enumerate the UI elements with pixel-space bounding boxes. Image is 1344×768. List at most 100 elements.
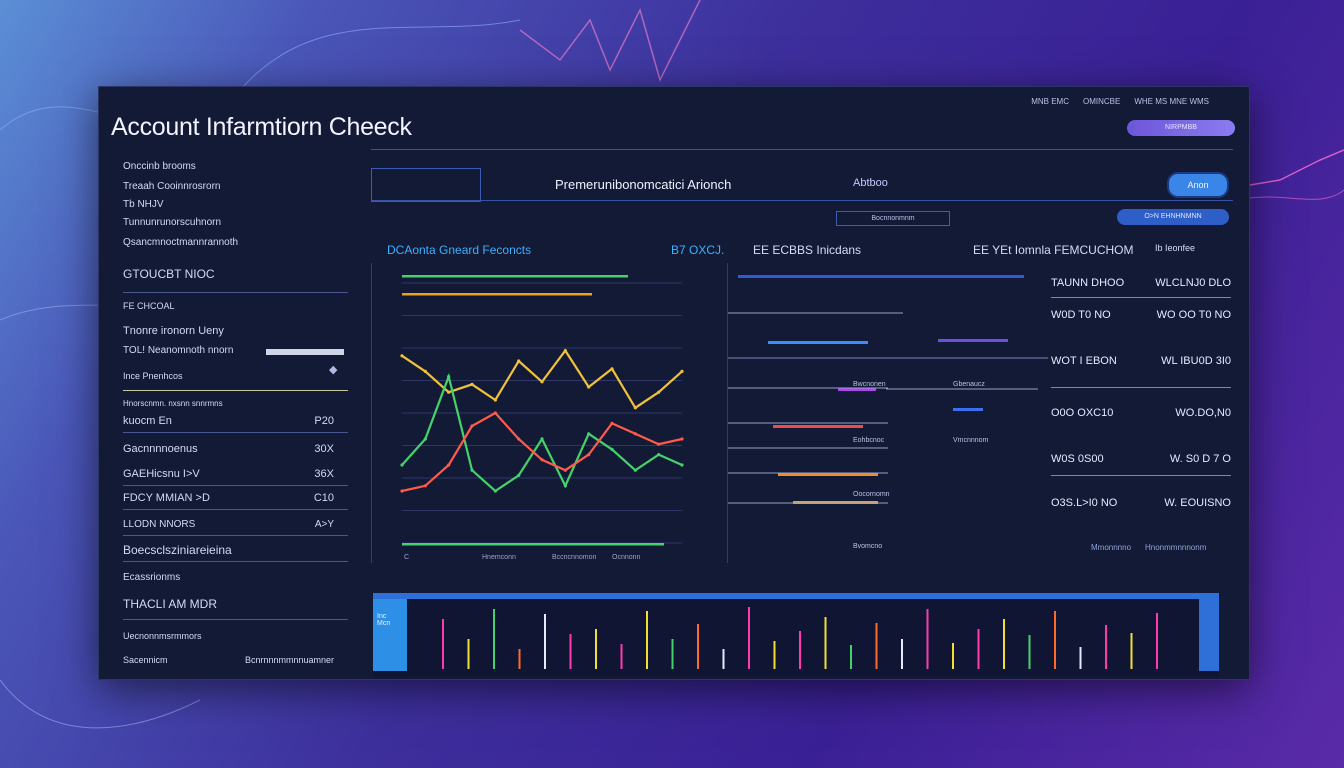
bar-label: Bwcnonen <box>853 381 886 388</box>
sidebar-item[interactable]: Tb NHJV <box>123 199 164 210</box>
series-point[interactable] <box>540 437 544 441</box>
metric-label: Sacennicm <box>123 655 168 665</box>
series-line-3[interactable] <box>401 411 683 493</box>
divider <box>123 432 348 433</box>
series-point[interactable] <box>423 484 427 488</box>
sidebar-item[interactable]: Tnonre ironorn Ueny <box>123 325 224 337</box>
sidebar-item[interactable]: Onccinb brooms <box>123 161 196 172</box>
series-point[interactable] <box>400 463 404 467</box>
metric-label: GAEHicsnu I>V <box>123 468 200 480</box>
series-point[interactable] <box>517 437 521 441</box>
series-point[interactable] <box>633 406 637 410</box>
sidebar-metric-row[interactable]: LLODN NNORS A>Y <box>123 519 348 530</box>
bar-label: Gbenaucz <box>953 381 985 388</box>
divider <box>123 485 348 486</box>
series-point[interactable] <box>610 447 614 451</box>
sidebar-metric-row[interactable]: Gacnnnnoenus 30X <box>123 443 348 455</box>
series-point[interactable] <box>587 453 591 457</box>
table-row[interactable]: WOT I EBON WL IBU0D 3I0 <box>1051 355 1231 367</box>
table-cell: W. EOUISNO <box>1164 497 1231 509</box>
bar-label: Vmcnnnom <box>953 437 989 444</box>
table-row[interactable]: TAUNN DHOO WLCLNJ0 DLO <box>1051 277 1231 289</box>
series-point[interactable] <box>447 463 451 467</box>
series-point[interactable] <box>633 432 637 436</box>
activity-strip[interactable]: Inc Mcn <box>373 593 1219 677</box>
series-point[interactable] <box>680 463 684 467</box>
topnav-item-3[interactable]: WHE MS MNE WMS <box>1134 97 1209 106</box>
series-point[interactable] <box>587 385 591 389</box>
sidebar-metric-row[interactable]: kuocm En P20 <box>123 415 348 427</box>
series-point[interactable] <box>540 380 544 384</box>
topnav-item-1[interactable]: MNB EMC <box>1031 97 1069 106</box>
header-tab-box[interactable] <box>371 168 481 202</box>
series-point[interactable] <box>493 411 497 415</box>
metric-label: kuocm En <box>123 415 172 427</box>
series-point[interactable] <box>493 398 497 402</box>
sidebar: Onccinb brooms Treaah Cooinnrosrorn Tb N… <box>111 153 348 673</box>
series-point[interactable] <box>423 437 427 441</box>
sidebar-item[interactable]: Boecsclsziniareieina <box>123 543 232 557</box>
header-button[interactable]: Anon <box>1167 172 1229 198</box>
table-row[interactable]: W0D T0 NO WO OO T0 NO <box>1051 309 1231 321</box>
values-table: TAUNN DHOO WLCLNJ0 DLO W0D T0 NO WO OO T0 … <box>1051 263 1231 563</box>
sidebar-metric-row[interactable]: Sacennicm Bcnrnnnmmnnuamner <box>123 655 348 665</box>
sidebar-item[interactable]: Qsancmnoctmannrannoth <box>123 237 239 248</box>
series-point[interactable] <box>423 369 427 373</box>
sub-button[interactable]: O>N EHNHNMNN <box>1117 209 1229 225</box>
sidebar-item[interactable]: Tunnunrunorscuhnorn <box>123 217 222 228</box>
table-cell: W0S 0S00 <box>1051 453 1104 465</box>
divider <box>123 509 348 510</box>
series-point[interactable] <box>563 484 567 488</box>
sidebar-item[interactable]: Uecnonnmsrmmors <box>123 631 202 641</box>
table-row[interactable]: O3S.L>I0 NO W. EOUISNO <box>1051 497 1231 509</box>
series-point[interactable] <box>657 453 661 457</box>
series-point[interactable] <box>657 442 661 446</box>
series-point[interactable] <box>680 369 684 373</box>
sub-box[interactable]: Bocnnonmnm <box>836 211 950 226</box>
series-point[interactable] <box>470 382 474 386</box>
sidebar-item[interactable]: Hnorscnmn. nxsnn snnrmns <box>123 399 223 408</box>
sidebar-item[interactable]: TOL! Neanomnoth nnorn <box>123 345 234 356</box>
sidebar-item[interactable]: Ecassrionms <box>123 572 181 583</box>
sidebar-item[interactable]: THACLI AM MDR <box>123 597 218 611</box>
sidebar-metric-row[interactable]: FDCY MMIAN >D C10 <box>123 492 348 504</box>
bar-label: Oocornomn <box>853 491 890 498</box>
series-line-2[interactable] <box>401 372 683 493</box>
sidebar-item[interactable]: Ince Pnenhcos <box>123 371 183 381</box>
series-point[interactable] <box>633 468 637 472</box>
series-point[interactable] <box>517 473 521 477</box>
series-point[interactable] <box>447 390 451 394</box>
table-row[interactable]: W0S 0S00 W. S0 D 7 O <box>1051 453 1231 465</box>
diamond-icon[interactable]: ◆ <box>329 364 338 376</box>
series-point[interactable] <box>563 349 567 353</box>
topnav-item-2[interactable]: OMINCBE <box>1082 97 1121 106</box>
series-point[interactable] <box>400 354 404 358</box>
series-point[interactable] <box>610 367 614 371</box>
sidebar-item[interactable]: Treaah Cooinnrosrorn <box>123 181 221 192</box>
series-point[interactable] <box>563 468 567 472</box>
line-chart[interactable]: C Hnemconn Bccncnnomon Ocnnonn <box>372 263 722 563</box>
series-point[interactable] <box>493 489 497 493</box>
series-point[interactable] <box>657 390 661 394</box>
series-line-1[interactable] <box>401 348 683 410</box>
series-point[interactable] <box>587 432 591 436</box>
divider <box>1051 475 1231 476</box>
strip-label: Inc Mcn <box>377 613 391 627</box>
main-panel: Premerunibonomcatici Arionch Abtboo Anon… <box>361 87 1249 679</box>
series-point[interactable] <box>470 468 474 472</box>
series-point[interactable] <box>447 375 451 379</box>
sidebar-item[interactable]: GTOUCBT NIOC <box>123 267 215 281</box>
sidebar-item[interactable]: FE CHCOAL <box>123 301 175 311</box>
top-action-button[interactable]: NIRPMBB <box>1127 120 1235 136</box>
table-row[interactable]: O0O OXC10 WO.DO,N0 <box>1051 407 1231 419</box>
series-point[interactable] <box>540 458 544 462</box>
series-point[interactable] <box>680 437 684 441</box>
sidebar-metric-row[interactable]: GAEHicsnu I>V 36X <box>123 468 348 480</box>
table-cell: TAUNN DHOO <box>1051 277 1125 289</box>
series-point[interactable] <box>610 421 614 425</box>
series-point[interactable] <box>400 489 404 493</box>
series-point[interactable] <box>470 424 474 428</box>
axis-tick-label: Ocnnonn <box>612 554 641 561</box>
series-point[interactable] <box>517 359 521 363</box>
section-title: EE ECBBS Inicdans <box>753 243 862 257</box>
